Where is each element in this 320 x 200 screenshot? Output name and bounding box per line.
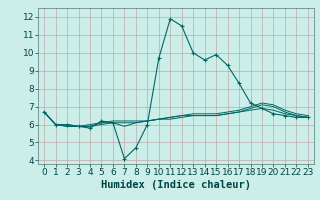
X-axis label: Humidex (Indice chaleur): Humidex (Indice chaleur) [101, 180, 251, 190]
